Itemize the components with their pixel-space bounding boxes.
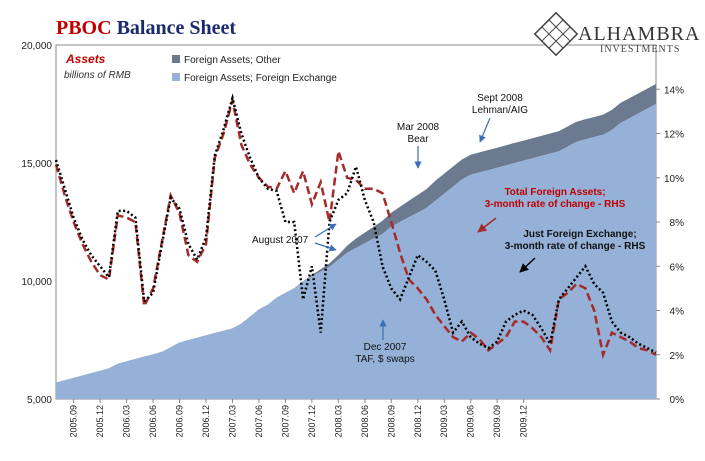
x-tick-label: 2007.03: [227, 405, 237, 438]
logo-diamond-icon: [533, 11, 579, 57]
area-foreign-assets-other: [56, 83, 656, 383]
annotation-dec2007-line1: Dec 2007: [364, 342, 407, 353]
x-tick-label: 2007.09: [280, 405, 290, 438]
x-axis: 2005.09 2005.12 2006.03 2006.06 2006.09 2006.…: [69, 399, 529, 438]
x-tick-label: 2005.09: [69, 405, 79, 438]
arrow-aug2007-b: [314, 242, 337, 252]
x-tick-label: 2009.12: [519, 405, 529, 438]
legend-swatch-other: [172, 55, 180, 63]
x-tick-label: 2008.03: [333, 405, 343, 438]
area-foreign-assets-fx: [56, 104, 656, 399]
annotation-fx-line2: 3-month rate of change - RHS: [505, 241, 646, 252]
legend-swatch-fx: [172, 73, 180, 81]
x-tick-label: 2008.06: [360, 405, 370, 438]
x-tick-label: 2006.12: [201, 405, 211, 438]
x-tick-label: 2007.12: [307, 405, 317, 438]
x-tick-label: 2008.09: [386, 405, 396, 438]
arrow-total: [477, 217, 497, 233]
left-axis: 5,000 10,000 15,000 20,000: [21, 41, 52, 406]
x-tick-label: 2009.03: [439, 405, 449, 438]
logo-name: ALHAMBRA: [578, 23, 700, 45]
x-tick-label: 2006.06: [148, 405, 158, 438]
legend: Foreign Assets; Other Foreign Assets; Fo…: [172, 55, 337, 84]
x-tick-label: 2006.03: [122, 405, 132, 438]
arrow-aug2007-a: [314, 223, 337, 238]
legend-label-other: Foreign Assets; Other: [184, 55, 281, 66]
legend-label-fx: Foreign Assets; Foreign Exchange: [184, 73, 337, 84]
x-tick-label: 2008.12: [413, 405, 423, 438]
left-tick-label: 5,000: [27, 395, 52, 406]
logo-sub: INVESTMENTS: [600, 44, 680, 55]
arrow-sept2008: [479, 117, 491, 143]
annotation-sept2008-line2: Lehman/AIG: [472, 105, 528, 116]
x-tick-label: 2009.09: [492, 405, 502, 438]
right-tick-label: 4%: [670, 307, 685, 318]
right-tick-label: 0%: [670, 395, 685, 406]
annotation-total-line1: Total Foreign Assets;: [504, 187, 605, 198]
right-tick-label: 10%: [664, 174, 684, 185]
arrow-fx: [519, 257, 536, 273]
annotation-arrows: [314, 117, 536, 340]
x-tick-label: 2007.06: [254, 405, 264, 438]
annotation-fx-line1: Just Foreign Exchange;: [523, 229, 636, 240]
annotations: Sept 2008 Lehman/AIG Mar 2008 Bear Augus…: [252, 93, 646, 365]
x-tick-label: 2006.09: [175, 405, 185, 438]
right-tick-label: 6%: [670, 262, 685, 273]
left-tick-label: 20,000: [21, 41, 52, 52]
assets-label: Assets: [65, 52, 106, 66]
x-tick-label: 2005.12: [95, 405, 105, 438]
chart-title: PBOC Balance Sheet: [56, 17, 236, 39]
right-axis: 0% 2% 4% 6% 8% 10% 12% 14%: [656, 85, 684, 406]
line-just-fx-roc: [54, 93, 657, 354]
annotation-mar2008-line2: Bear: [407, 134, 429, 145]
right-tick-label: 14%: [664, 85, 684, 96]
right-tick-label: 12%: [664, 130, 684, 141]
annotation-sept2008-line1: Sept 2008: [477, 93, 523, 104]
right-tick-label: 2%: [670, 351, 685, 362]
x-tick-label: 2009.06: [466, 405, 476, 438]
title-rest: Balance Sheet: [112, 17, 237, 39]
right-tick-label: 8%: [670, 218, 685, 229]
units-label: billions of RMB: [64, 70, 131, 81]
line-total-foreign-assets-roc: [54, 99, 657, 360]
annotation-aug2007: August 2007: [252, 235, 309, 246]
annotation-mar2008-line1: Mar 2008: [397, 122, 440, 133]
annotation-total-line2: 3-month rate of change - RHS: [485, 199, 626, 210]
left-tick-label: 10,000: [21, 277, 52, 288]
left-tick-label: 15,000: [21, 159, 52, 170]
alhambra-logo: ALHAMBRA INVESTMENTS: [533, 11, 700, 57]
annotation-dec2007-line2: TAF, $ swaps: [355, 354, 414, 365]
title-pboc: PBOC: [56, 17, 112, 39]
